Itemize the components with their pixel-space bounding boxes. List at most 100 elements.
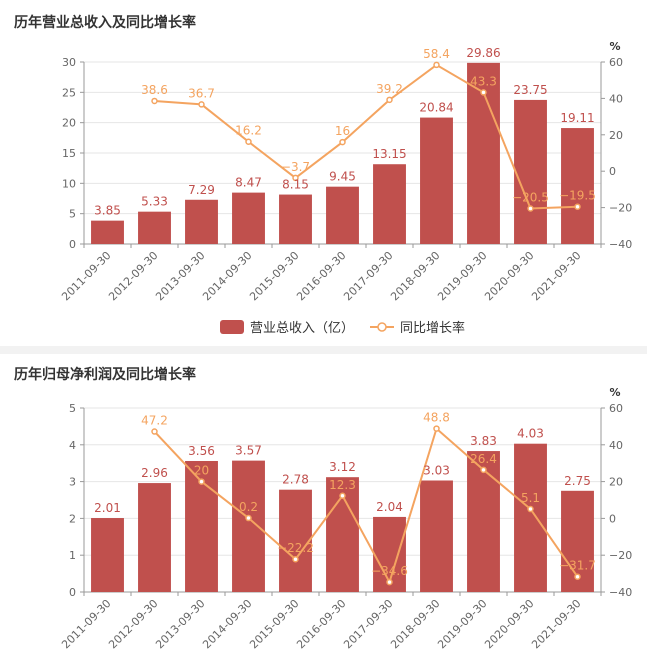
line-point <box>339 492 346 500</box>
bar-value-label: 3.85 <box>94 204 121 218</box>
line-value-label: 39.2 <box>376 82 403 96</box>
line-value-label: 36.7 <box>188 86 215 100</box>
y-tick-label-left: 30 <box>62 56 76 69</box>
x-tick-label: 2016-09-30 <box>294 597 348 651</box>
bar <box>91 220 124 244</box>
bar-value-label: 3.57 <box>235 444 262 458</box>
x-tick-label: 2014-09-30 <box>200 249 254 303</box>
panel-divider <box>0 346 647 354</box>
line-value-label: 26.4 <box>470 452 497 466</box>
x-tick-label: 2021-09-30 <box>529 249 583 303</box>
line-point <box>386 96 393 104</box>
y-tick-label-right: 60 <box>609 56 623 69</box>
x-tick-label: 2015-09-30 <box>247 597 301 651</box>
y-tick-label-right: −20 <box>609 549 632 562</box>
y-tick-label-left: 20 <box>62 117 76 130</box>
bar-value-label: 4.03 <box>517 427 544 441</box>
line-value-label: 48.8 <box>423 411 450 425</box>
line-value-label: 20 <box>194 464 209 478</box>
line-value-label: 38.6 <box>141 83 168 97</box>
line-value-label: 16 <box>335 124 350 138</box>
bar <box>467 451 500 592</box>
y-tick-label-right: −40 <box>609 586 632 599</box>
line-point <box>245 138 252 145</box>
y-tick-label-left: 0 <box>69 586 76 599</box>
bar <box>232 460 265 592</box>
line-value-label: −20.5 <box>512 191 549 205</box>
chart-title: 历年营业总收入及同比增长率 <box>14 15 196 31</box>
bar-value-label: 8.47 <box>235 176 262 190</box>
y-tick-label-left: 5 <box>69 402 76 415</box>
legend-line-marker <box>377 322 387 332</box>
y-tick-label-right: 20 <box>609 476 623 489</box>
line-point <box>198 101 205 108</box>
bar-value-label: 13.15 <box>372 147 406 161</box>
line-point <box>292 555 299 563</box>
right-axis-unit: % <box>609 40 620 53</box>
line-value-label: 5.1 <box>521 491 540 505</box>
line-point <box>574 573 581 580</box>
x-tick-label: 2020-09-30 <box>482 597 536 651</box>
line-value-label: −22.2 <box>277 541 314 555</box>
bar <box>279 489 312 592</box>
x-tick-label: 2017-09-30 <box>341 597 395 651</box>
line-point <box>151 97 158 105</box>
x-tick-label: 2018-09-30 <box>388 597 442 651</box>
bar-value-label: 3.12 <box>329 460 356 474</box>
line-value-label: 58.4 <box>423 47 450 61</box>
legend-bar-swatch <box>220 320 244 334</box>
x-tick-label: 2016-09-30 <box>294 249 348 303</box>
line-value-label: 12.3 <box>329 478 356 492</box>
bar <box>561 128 594 244</box>
line-value-label: −19.5 <box>559 189 596 203</box>
x-tick-label: 2011-09-30 <box>59 597 113 651</box>
line-value-label: 43.3 <box>470 74 497 88</box>
line-point <box>574 203 581 210</box>
y-tick-label-right: 40 <box>609 92 623 105</box>
line-point <box>292 174 299 182</box>
x-tick-label: 2021-09-30 <box>529 597 583 651</box>
line-value-label: 0.2 <box>239 500 258 514</box>
y-tick-label-right: 40 <box>609 439 623 452</box>
line-point <box>151 428 158 435</box>
x-tick-label: 2017-09-30 <box>341 249 395 303</box>
growth-line <box>154 63 578 210</box>
y-tick-label-left: 1 <box>69 549 76 562</box>
x-tick-label: 2013-09-30 <box>153 597 207 651</box>
growth-line <box>153 426 579 585</box>
line-point <box>527 205 534 212</box>
y-tick-label-left: 15 <box>62 147 76 160</box>
line-point <box>386 578 393 586</box>
x-tick-label: 2011-09-30 <box>59 249 113 303</box>
bar-value-label: 2.01 <box>94 501 121 515</box>
y-tick-label-right: 20 <box>609 129 623 142</box>
right-axis-unit: % <box>609 386 620 399</box>
bar-value-label: 3.03 <box>423 463 450 477</box>
x-tick-label: 2018-09-30 <box>388 249 442 303</box>
x-tick-label: 2012-09-30 <box>106 597 160 651</box>
line-point <box>339 138 346 146</box>
y-tick-label-left: 4 <box>69 439 76 452</box>
y-tick-label-left: 0 <box>69 238 76 251</box>
bar-value-label: 3.83 <box>470 434 497 448</box>
line-point <box>198 478 205 485</box>
line-value-label: 47.2 <box>141 414 168 428</box>
line-point <box>245 514 252 522</box>
y-tick-label-right: 0 <box>609 165 616 178</box>
y-tick-label-right: 0 <box>609 512 616 525</box>
line-value-label: −34.6 <box>371 564 408 578</box>
bar <box>232 192 265 244</box>
y-tick-label-left: 25 <box>62 86 76 99</box>
x-tick-label: 2012-09-30 <box>106 249 160 303</box>
x-tick-label: 2019-09-30 <box>435 597 489 651</box>
bar-value-label: 3.56 <box>188 444 215 458</box>
x-tick-label: 2014-09-30 <box>200 597 254 651</box>
bar-value-label: 20.84 <box>419 101 453 115</box>
bar <box>420 480 453 592</box>
line-value-label: −31.7 <box>559 559 596 573</box>
bar <box>514 99 547 245</box>
bar <box>514 443 547 592</box>
y-tick-label-right: 60 <box>609 402 623 415</box>
bar <box>185 199 218 244</box>
bar <box>279 194 312 244</box>
